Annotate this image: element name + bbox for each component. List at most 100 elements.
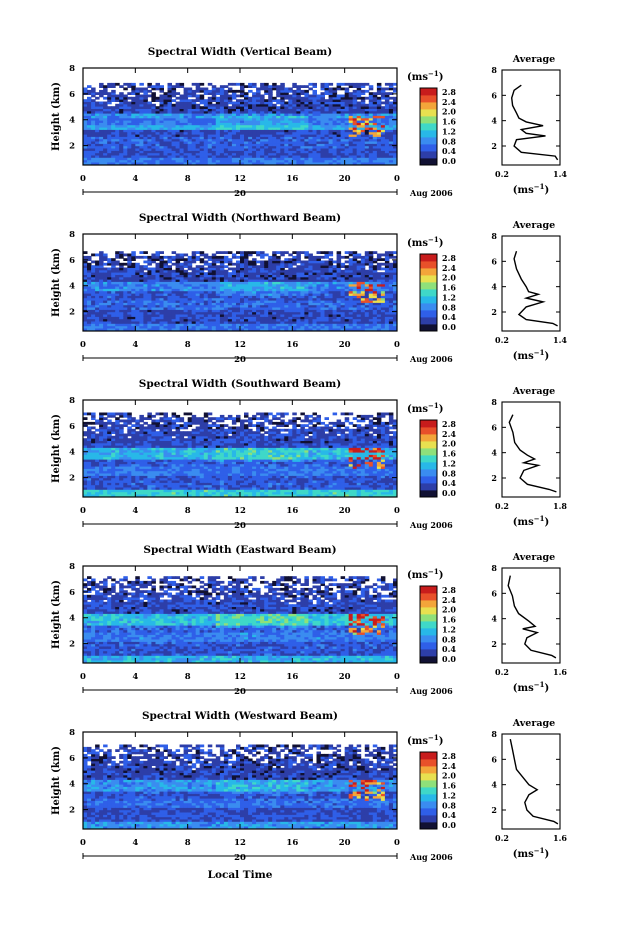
heatmap-cell	[308, 138, 313, 142]
heatmap-cell	[256, 302, 261, 306]
heatmap-cell	[207, 127, 213, 130]
heatmap-cell	[280, 96, 285, 100]
heatmap-cell	[356, 274, 362, 278]
heatmap-cell	[393, 127, 398, 130]
heatmap-cell	[87, 85, 92, 88]
heatmap-cell	[203, 159, 209, 163]
heatmap-cell	[368, 120, 374, 123]
heatmap-cell	[131, 290, 136, 294]
heatmap-cell	[119, 155, 124, 158]
heatmap-cell	[131, 258, 136, 261]
heatmap-cell	[83, 323, 88, 327]
heatmap-cell	[376, 258, 382, 261]
heatmap-cell	[376, 328, 382, 331]
heatmap-cell	[115, 110, 120, 114]
heatmap-cell	[143, 157, 148, 161]
heatmap-cell	[143, 272, 148, 275]
heatmap-cell	[139, 288, 144, 292]
heatmap-cell	[252, 307, 257, 310]
heatmap-cell	[91, 265, 96, 268]
heatmap-cell	[340, 113, 346, 116]
heatmap-cell	[364, 323, 370, 327]
heatmap-cell	[127, 82, 132, 86]
heatmap-cell	[336, 297, 342, 301]
heatmap-cell	[384, 99, 390, 102]
heatmap-cell	[252, 131, 257, 135]
heatmap-cell	[179, 262, 185, 266]
heatmap-cell	[272, 82, 277, 86]
heatmap-cell	[151, 141, 156, 144]
heatmap-cell	[280, 150, 285, 154]
heatmap-cell	[368, 279, 374, 282]
heatmap-cell	[332, 260, 338, 264]
heatmap-cell	[151, 295, 156, 299]
heatmap-cell	[179, 141, 185, 144]
heatmap-cell	[348, 253, 354, 257]
heatmap-cell	[344, 321, 350, 324]
heatmap-cell	[324, 309, 329, 313]
heatmap-cell	[276, 293, 281, 296]
heatmap-cell	[223, 279, 229, 282]
heatmap-cell	[223, 290, 229, 294]
heatmap-cell	[316, 103, 321, 107]
colorbar-tick-label: 0.4	[442, 146, 456, 156]
heatmap-cell	[139, 302, 144, 306]
heatmap-cell	[384, 82, 390, 86]
heatmap-cell	[159, 99, 164, 102]
heatmap-cell	[187, 110, 193, 114]
heatmap-cell	[119, 286, 124, 289]
heatmap-cell	[248, 290, 253, 294]
heatmap-cell	[127, 272, 132, 275]
heatmap-cell	[300, 92, 305, 95]
heatmap-cell	[304, 85, 309, 88]
heatmap-cell	[252, 311, 257, 315]
heatmap-cell	[131, 85, 136, 88]
heatmap-cell	[167, 265, 172, 268]
heatmap-cell	[215, 108, 221, 112]
heatmap-cell	[324, 82, 329, 86]
heatmap-cell	[236, 82, 241, 86]
heatmap-cell	[348, 258, 354, 261]
heatmap-cell	[179, 122, 185, 126]
heatmap-cell	[187, 157, 193, 161]
heatmap-cell	[151, 103, 156, 107]
heatmap-cell	[244, 162, 249, 165]
heatmap-cell	[316, 143, 321, 147]
heatmap-cell	[380, 290, 386, 294]
heatmap-cell	[147, 138, 152, 142]
heatmap-cell	[135, 120, 140, 123]
heatmap-cell	[304, 260, 309, 264]
heatmap-cell	[264, 316, 269, 320]
heatmap-cell	[175, 143, 181, 147]
heatmap-cell	[151, 288, 156, 292]
heatmap-cell	[356, 134, 362, 137]
heatmap-cell	[264, 110, 269, 114]
heatmap-cell	[264, 286, 269, 289]
heatmap-cell	[368, 150, 374, 154]
heatmap-cell	[324, 124, 329, 128]
heatmap-cell	[171, 276, 177, 280]
heatmap-cell	[316, 101, 321, 105]
heatmap-cell	[171, 272, 177, 275]
heatmap-cell	[344, 94, 350, 98]
colorbar-swatch	[420, 109, 437, 117]
heatmap-cell	[167, 325, 172, 329]
heatmap-cell	[352, 92, 358, 95]
heatmap-cell	[203, 279, 209, 282]
heatmap-cell	[155, 323, 160, 327]
heatmap-cell	[276, 283, 281, 287]
heatmap-cell	[99, 328, 104, 331]
heatmap-cell	[83, 162, 88, 165]
heatmap-cell	[95, 152, 100, 156]
heatmap-cell	[280, 94, 285, 98]
heatmap-cell	[280, 136, 285, 140]
heatmap-cell	[244, 138, 249, 142]
heatmap-cell	[356, 260, 362, 264]
heatmap-cell	[252, 283, 257, 287]
heatmap-cell	[123, 304, 128, 308]
heatmap-cell	[139, 318, 144, 322]
heatmap-cell	[320, 307, 325, 310]
heatmap-cell	[248, 134, 253, 137]
heatmap-cell	[223, 101, 229, 105]
heatmap-cell	[219, 117, 225, 121]
